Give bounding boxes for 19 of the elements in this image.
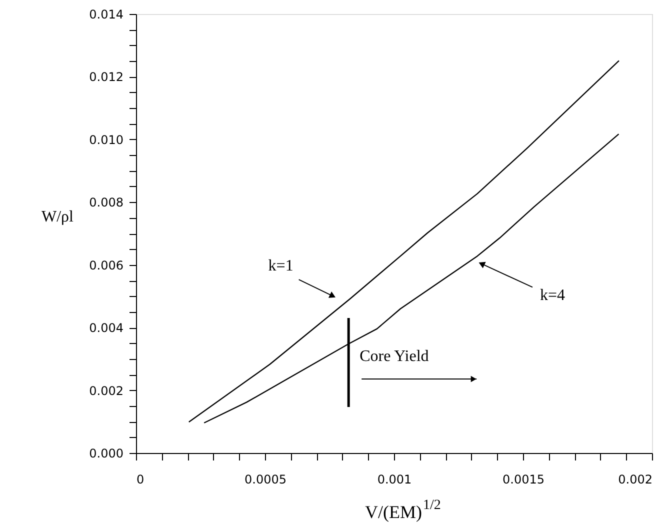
y-tick-label: 0.002	[89, 384, 124, 398]
y-tick-label: 0.014	[89, 8, 124, 22]
y-tick-label: 0.004	[89, 321, 124, 336]
y-tick-label: 0.010	[89, 132, 124, 147]
x-tick-label: 0	[136, 472, 144, 486]
y-tick-label: 0.008	[89, 196, 124, 210]
ref-line-label: Core Yield	[360, 348, 429, 365]
x-tick-label: 0.0015	[502, 472, 544, 486]
x-tick-label: 0.0005	[244, 472, 286, 486]
line-series	[188, 60, 620, 423]
x-tick-label: 0.001	[377, 472, 412, 486]
y-tick-label: 0.000	[89, 446, 124, 460]
y-tick-label: 0.006	[89, 258, 124, 272]
line-series	[204, 134, 620, 424]
x-tick-label: 0.002	[618, 472, 652, 486]
annotation: k=4	[540, 287, 566, 304]
y-axis-title: W/ρl	[42, 208, 74, 226]
y-tick-label: 0.012	[89, 70, 124, 84]
annotation: k=1	[268, 258, 294, 275]
